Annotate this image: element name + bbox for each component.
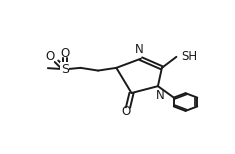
Text: O: O <box>60 47 69 60</box>
Text: O: O <box>45 50 54 63</box>
Text: N: N <box>156 89 165 102</box>
Text: S: S <box>61 63 69 76</box>
Text: O: O <box>121 105 131 118</box>
Text: SH: SH <box>181 50 198 63</box>
Text: N: N <box>135 43 144 56</box>
